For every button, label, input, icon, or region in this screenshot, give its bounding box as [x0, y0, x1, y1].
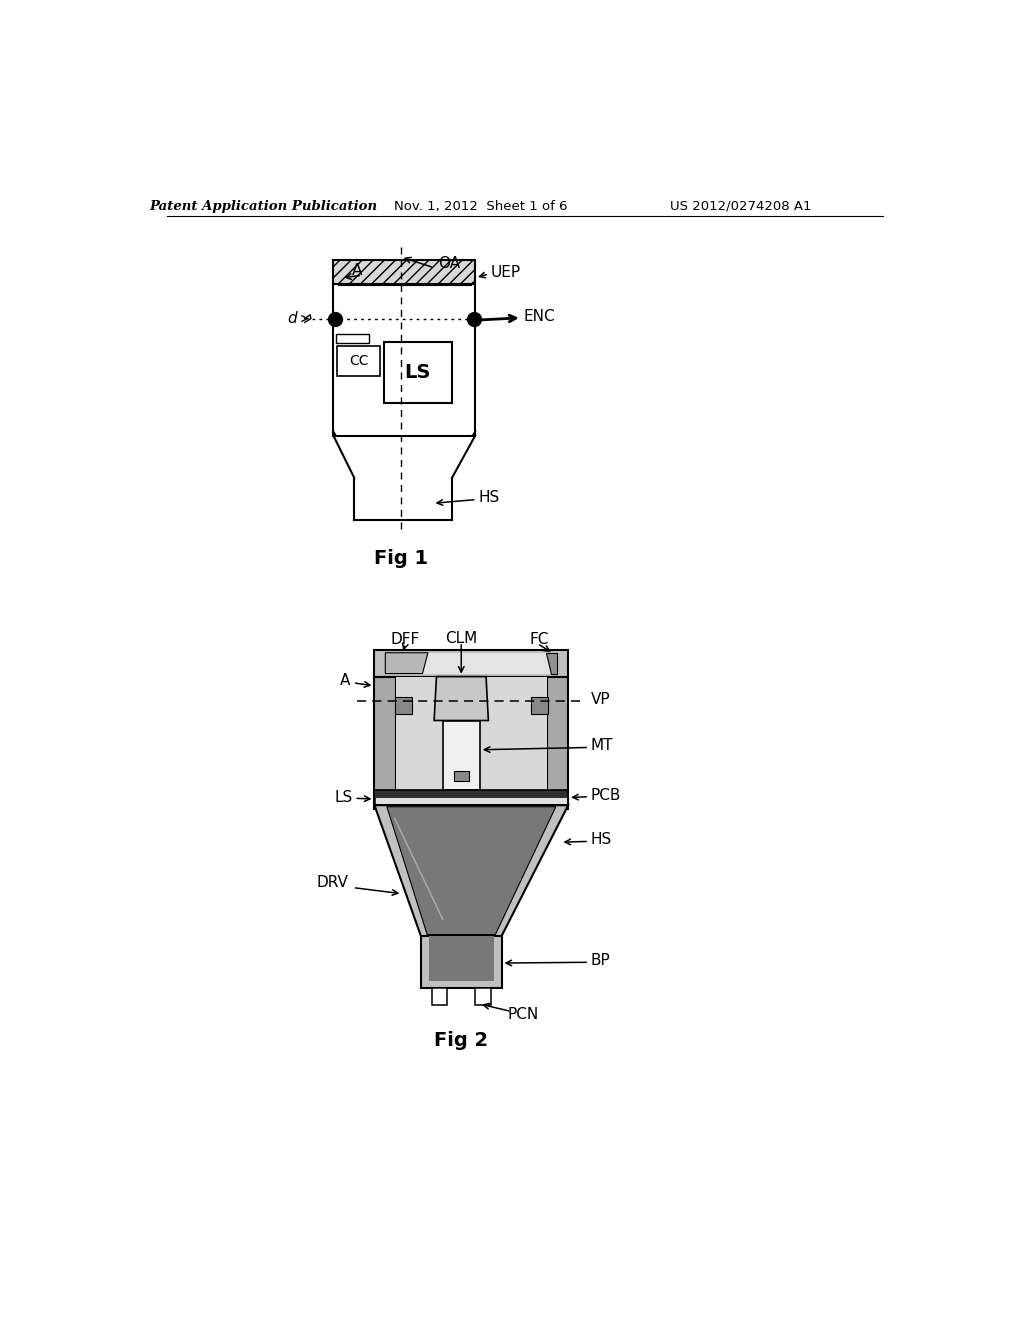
Bar — [384, 342, 452, 404]
Bar — [376, 797, 566, 804]
Text: DFF: DFF — [391, 632, 420, 647]
Text: VP: VP — [591, 692, 610, 708]
Text: CLM: CLM — [445, 631, 477, 645]
Bar — [375, 789, 568, 805]
Text: US 2012/0274208 A1: US 2012/0274208 A1 — [670, 199, 811, 213]
Bar — [531, 697, 548, 714]
Text: CC: CC — [349, 354, 369, 368]
Text: LS: LS — [335, 789, 352, 805]
Text: FC: FC — [529, 632, 549, 647]
Text: PCN: PCN — [508, 1007, 539, 1022]
Bar — [337, 334, 369, 343]
Polygon shape — [385, 653, 428, 673]
Polygon shape — [334, 260, 475, 284]
Bar — [432, 989, 447, 1006]
Polygon shape — [385, 653, 557, 673]
Polygon shape — [375, 649, 568, 677]
Text: A: A — [340, 673, 350, 688]
Polygon shape — [387, 807, 556, 935]
Polygon shape — [375, 805, 568, 936]
Bar — [454, 771, 469, 780]
Text: Patent Application Publication: Patent Application Publication — [150, 199, 378, 213]
Polygon shape — [434, 677, 488, 721]
Text: BP: BP — [591, 953, 610, 969]
Bar — [396, 677, 547, 809]
Text: HS: HS — [591, 833, 612, 847]
Text: ENC: ENC — [523, 309, 555, 323]
Bar — [337, 346, 380, 376]
Polygon shape — [546, 653, 557, 673]
Bar — [475, 989, 490, 1006]
Bar — [429, 936, 494, 981]
Bar — [547, 677, 568, 809]
Text: A: A — [351, 263, 361, 277]
Text: DRV: DRV — [317, 875, 349, 890]
Text: Fig 2: Fig 2 — [434, 1031, 488, 1049]
Bar — [394, 697, 412, 714]
Text: HS: HS — [478, 490, 500, 504]
Text: LS: LS — [404, 363, 431, 381]
Text: Nov. 1, 2012  Sheet 1 of 6: Nov. 1, 2012 Sheet 1 of 6 — [394, 199, 567, 213]
Text: Fig 1: Fig 1 — [374, 549, 428, 569]
Text: MT: MT — [591, 738, 613, 754]
Text: PCB: PCB — [591, 788, 621, 803]
Text: UEP: UEP — [490, 265, 521, 280]
Text: d: d — [288, 312, 297, 326]
Text: OA: OA — [438, 256, 460, 272]
Bar — [442, 721, 480, 789]
Bar — [375, 677, 396, 809]
Bar — [421, 936, 502, 989]
